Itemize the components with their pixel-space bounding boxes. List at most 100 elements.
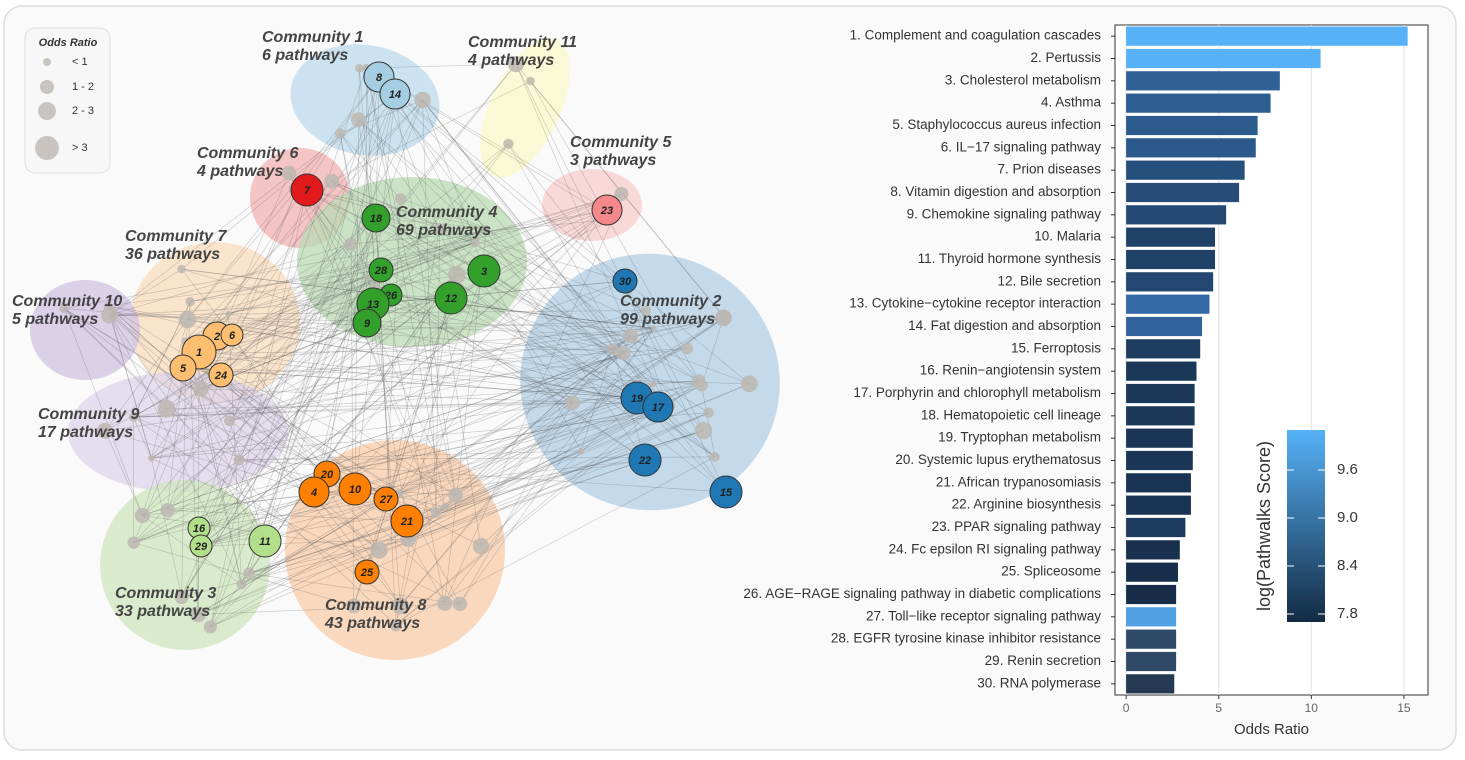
minor-node [395,193,407,205]
minor-node [186,297,195,306]
bar [1126,451,1193,470]
bar [1126,49,1320,68]
y-tick-label: 18. Hematopoietic cell lineage [921,407,1101,422]
bar [1126,585,1176,604]
legend-symbol [38,102,56,120]
minor-node [696,379,708,391]
node-label: 29 [194,541,208,553]
node-label: 22 [638,455,651,467]
y-tick-label: 10. Malaria [1034,229,1101,244]
legend-label: > 3 [72,142,88,154]
minor-node [370,542,387,559]
y-tick-label: 8. Vitamin digestion and absorption [890,184,1101,199]
y-tick-label: 9. Chemokine signaling pathway [907,206,1102,221]
legend-label: 1 - 2 [72,81,94,93]
legend-label: < 1 [72,56,88,68]
y-tick-label: 17. Porphyrin and chlorophyll metabolism [853,385,1101,400]
y-tick-label: 1. Complement and coagulation cascades [850,28,1102,43]
y-tick-label: 14. Fat digestion and absorption [908,318,1101,333]
community-hull [100,480,270,650]
minor-node [717,310,732,325]
colorbar-tick-label: 8.4 [1337,557,1358,574]
minor-node [135,508,150,523]
community-name: Community 2 [620,293,721,310]
minor-node [193,381,209,397]
bar [1126,116,1257,135]
bar [1126,205,1226,224]
node-label: 9 [364,318,371,330]
community-size: 69 pathways [396,222,491,239]
minor-node [160,503,174,517]
minor-node [695,422,713,440]
minor-node [243,567,255,579]
bar [1126,161,1245,180]
bar [1126,71,1280,90]
colorbar-title: log(Pathwalks Score) [1254,441,1274,611]
community-name: Community 8 [325,597,426,614]
node-label: 1 [196,347,202,359]
colorbar-tick-label: 9.0 [1337,509,1358,526]
node-label: 4 [310,487,317,499]
bar [1126,138,1256,157]
minor-node [710,452,720,462]
minor-node [441,503,449,511]
minor-node [650,381,657,388]
node-label: 2 [213,331,220,343]
y-tick-label: 11. Thyroid hormone synthesis [918,251,1102,266]
bar [1126,272,1213,291]
node-label: 3 [481,266,487,278]
bar [1126,496,1191,515]
node-label: 7 [304,185,311,197]
y-tick-label: 13. Cytokine−cytokine receptor interacti… [849,296,1101,311]
node-label: 24 [214,370,227,382]
node-label: 11 [259,536,270,548]
community-size: 99 pathways [620,311,715,328]
bar [1126,607,1176,626]
community-size: 4 pathways [467,52,554,69]
y-tick-label: 21. African trypanosomiasis [936,474,1101,489]
minor-node [471,238,480,247]
minor-node [566,396,580,410]
community-size: 5 pathways [12,311,98,328]
node-label: 23 [600,205,613,217]
colorbar-tick-label: 9.6 [1337,461,1358,478]
y-tick-label: 3. Cholesterol metabolism [945,72,1101,87]
minor-node [148,455,154,461]
y-tick-label: 5. Staphylococcus aureus infection [892,117,1101,132]
node-label: 15 [720,487,733,499]
node-label: 30 [619,276,632,288]
minor-node [703,407,713,417]
x-axis-label: Odds Ratio [1234,721,1309,738]
bar [1126,183,1239,202]
bar [1126,317,1202,336]
community-name: Community 11 [468,34,577,51]
x-tick-label: 5 [1215,701,1222,715]
bar [1126,362,1196,381]
y-tick-label: 30. RNA polymerase [977,675,1101,690]
community-size: 3 pathways [570,152,656,169]
minor-node [431,507,442,518]
minor-node [741,375,758,392]
minor-node [364,275,370,281]
minor-node [448,266,466,284]
node-label: 19 [631,393,644,405]
bar [1126,652,1176,671]
node-label: 5 [180,363,187,375]
community-name: Community 3 [115,585,216,602]
minor-node [681,343,693,355]
bar [1126,250,1215,269]
minor-node [355,64,363,72]
minor-node [414,92,431,109]
colorbar-tick-label: 7.8 [1337,605,1358,622]
y-tick-label: 16. Renin−angiotensin system [920,363,1101,378]
minor-node [453,597,467,611]
y-tick-label: 23. PPAR signaling pathway [932,519,1102,534]
minor-node [324,174,339,189]
legend-label: 2 - 3 [72,105,94,117]
y-tick-label: 24. Fc epsilon RI signaling pathway [889,541,1102,556]
x-tick-label: 15 [1397,701,1411,715]
minor-node [233,454,244,465]
y-tick-label: 4. Asthma [1041,95,1102,110]
node-label: 16 [193,523,206,535]
minor-node [351,112,366,127]
